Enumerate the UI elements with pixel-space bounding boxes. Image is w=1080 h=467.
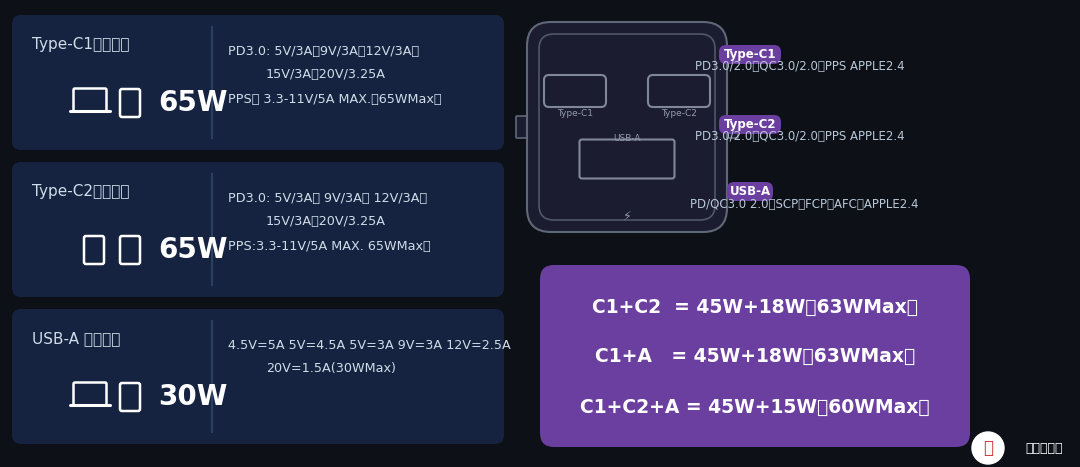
FancyBboxPatch shape [648, 75, 710, 107]
Text: Type-C1: Type-C1 [724, 48, 777, 61]
Text: PD/QC3.0 2.0、SCP、FCP、AFC、APPLE2.4: PD/QC3.0 2.0、SCP、FCP、AFC、APPLE2.4 [690, 198, 918, 211]
Text: PPS： 3.3-11V/5A MAX.（65WMax）: PPS： 3.3-11V/5A MAX.（65WMax） [228, 93, 442, 106]
Text: USB-A 单口输出: USB-A 单口输出 [32, 331, 120, 346]
Text: 什么値得买: 什么値得买 [1025, 441, 1063, 454]
Text: PD3.0: 5V/3A、 9V/3A、 12V/3A、: PD3.0: 5V/3A、 9V/3A、 12V/3A、 [228, 192, 427, 205]
Text: Type-C2: Type-C2 [724, 118, 777, 131]
FancyBboxPatch shape [540, 265, 970, 447]
Text: C1+C2+A = 45W+15W（60WMax）: C1+C2+A = 45W+15W（60WMax） [580, 397, 930, 417]
FancyBboxPatch shape [12, 15, 504, 150]
Text: PD3.0/2.0、QC3.0/2.0、PPS APPLE2.4: PD3.0/2.0、QC3.0/2.0、PPS APPLE2.4 [696, 61, 905, 73]
Text: 65W: 65W [158, 236, 228, 264]
Text: Type-C1: Type-C1 [557, 109, 593, 118]
Text: 30W: 30W [158, 383, 228, 411]
FancyBboxPatch shape [727, 116, 738, 138]
Text: 20V=1.5A(30WMax): 20V=1.5A(30WMax) [266, 362, 396, 375]
FancyBboxPatch shape [516, 116, 527, 138]
Text: C1+C2  = 45W+18W（63WMax）: C1+C2 = 45W+18W（63WMax） [592, 297, 918, 317]
Text: USB-A: USB-A [613, 134, 640, 143]
FancyBboxPatch shape [527, 22, 727, 232]
Text: Type-C2单口输出: Type-C2单口输出 [32, 184, 130, 199]
FancyBboxPatch shape [12, 309, 504, 444]
Text: C1+A   = 45W+18W（63WMax）: C1+A = 45W+18W（63WMax） [595, 347, 915, 366]
FancyBboxPatch shape [727, 182, 773, 201]
Text: PPS:3.3-11V/5A MAX. 65WMax）: PPS:3.3-11V/5A MAX. 65WMax） [228, 240, 431, 253]
Text: Type-C1单口输出: Type-C1单口输出 [32, 37, 130, 52]
FancyBboxPatch shape [580, 140, 675, 178]
Text: Type-C2: Type-C2 [661, 109, 697, 118]
FancyBboxPatch shape [544, 75, 606, 107]
Circle shape [972, 432, 1004, 464]
FancyBboxPatch shape [12, 162, 504, 297]
Text: PD3.0: 5V/3A、9V/3A、12V/3A、: PD3.0: 5V/3A、9V/3A、12V/3A、 [228, 45, 419, 58]
FancyBboxPatch shape [719, 115, 781, 134]
Text: ⚡: ⚡ [623, 210, 632, 222]
Text: USB-A: USB-A [729, 185, 770, 198]
Text: 15V/3A、20V/3.25A: 15V/3A、20V/3.25A [266, 215, 386, 228]
Text: 4.5V=5A 5V=4.5A 5V=3A 9V=3A 12V=2.5A: 4.5V=5A 5V=4.5A 5V=3A 9V=3A 12V=2.5A [228, 339, 511, 352]
FancyBboxPatch shape [719, 45, 781, 64]
Text: 15V/3A、20V/3.25A: 15V/3A、20V/3.25A [266, 68, 386, 81]
Text: 値: 値 [983, 439, 993, 457]
Text: 65W: 65W [158, 89, 228, 117]
Text: PD3.0/2.0、QC3.0/2.0、PPS APPLE2.4: PD3.0/2.0、QC3.0/2.0、PPS APPLE2.4 [696, 130, 905, 143]
